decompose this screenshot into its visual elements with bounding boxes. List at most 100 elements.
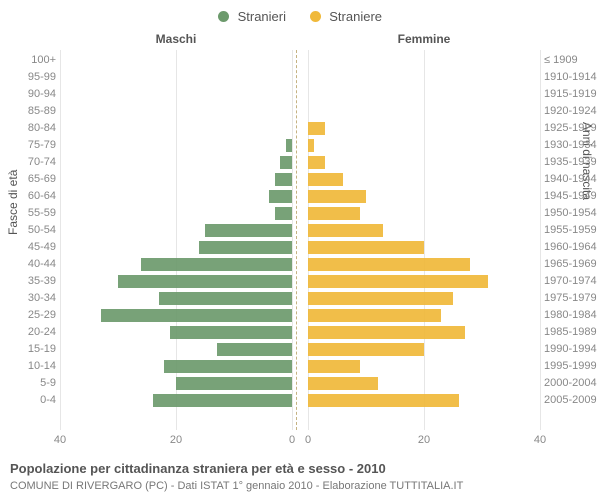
bar-male [269,190,292,203]
year-label: 1950-1954 [544,205,600,222]
bar-male [101,309,292,322]
chart-subtitle: COMUNE DI RIVERGARO (PC) - Dati ISTAT 1°… [10,480,463,492]
age-label: 100+ [12,52,56,69]
age-label: 20-24 [12,324,56,341]
legend-dot-female [310,11,321,22]
bar-female [308,139,314,152]
chart-container: Stranieri Straniere Maschi Femmine Fasce… [0,0,600,500]
year-label: 1935-1939 [544,154,600,171]
pyramid-row [60,256,540,273]
age-label: 15-19 [12,341,56,358]
age-label: 45-49 [12,239,56,256]
year-label: 1960-1964 [544,239,600,256]
gridline [540,50,541,430]
pyramid-row [60,137,540,154]
year-label: 1915-1919 [544,86,600,103]
bar-female [308,326,465,339]
bar-male [159,292,292,305]
column-header-male: Maschi [60,32,292,46]
bar-male [141,258,292,271]
x-tick-label: 40 [525,434,555,446]
chart-title: Popolazione per cittadinanza straniera p… [10,461,386,476]
pyramid-row [60,69,540,86]
bar-female [308,343,424,356]
year-label: 1990-1994 [544,341,600,358]
bar-female [308,224,383,237]
bar-male [153,394,292,407]
pyramid-row [60,341,540,358]
bar-male [275,173,292,186]
bar-male [170,326,292,339]
age-label: 70-74 [12,154,56,171]
pyramid-row [60,205,540,222]
age-label: 35-39 [12,273,56,290]
plot-area: 100+≤ 190995-991910-191490-941915-191985… [60,50,540,430]
age-label: 80-84 [12,120,56,137]
bar-female [308,122,325,135]
pyramid-row [60,358,540,375]
bar-female [308,275,488,288]
bar-female [308,360,360,373]
bar-female [308,258,470,271]
x-tick-label: 40 [45,434,75,446]
year-label: 1980-1984 [544,307,600,324]
bar-male [217,343,292,356]
year-label: 1965-1969 [544,256,600,273]
bar-female [308,156,325,169]
age-label: 40-44 [12,256,56,273]
age-label: 60-64 [12,188,56,205]
x-tick-label: 0 [293,434,323,446]
year-label: 1955-1959 [544,222,600,239]
pyramid-row [60,239,540,256]
year-label: 1920-1924 [544,103,600,120]
bar-male [280,156,292,169]
year-label: 1985-1989 [544,324,600,341]
legend-dot-male [218,11,229,22]
legend: Stranieri Straniere [0,8,600,24]
x-tick-label: 20 [161,434,191,446]
pyramid-row [60,273,540,290]
year-label: 2005-2009 [544,392,600,409]
age-label: 75-79 [12,137,56,154]
age-label: 30-34 [12,290,56,307]
bar-male [118,275,292,288]
bar-female [308,190,366,203]
bar-female [308,377,378,390]
year-label: 1910-1914 [544,69,600,86]
year-label: 2000-2004 [544,375,600,392]
age-label: 10-14 [12,358,56,375]
pyramid-row [60,324,540,341]
bar-female [308,394,459,407]
year-label: ≤ 1909 [544,52,600,69]
age-label: 25-29 [12,307,56,324]
bar-male [176,377,292,390]
legend-label-female: Straniere [329,9,382,24]
pyramid-row [60,103,540,120]
pyramid-row [60,290,540,307]
year-label: 1970-1974 [544,273,600,290]
year-label: 1995-1999 [544,358,600,375]
bar-female [308,241,424,254]
pyramid-row [60,120,540,137]
pyramid-row [60,86,540,103]
year-label: 1975-1979 [544,290,600,307]
pyramid-row [60,154,540,171]
bar-female [308,173,343,186]
bar-male [205,224,292,237]
bar-male [286,139,292,152]
age-label: 55-59 [12,205,56,222]
x-tick-label: 20 [409,434,439,446]
pyramid-row [60,375,540,392]
pyramid-row [60,307,540,324]
pyramid-row [60,171,540,188]
legend-item-male: Stranieri [218,8,286,24]
bar-female [308,207,360,220]
bar-male [164,360,292,373]
pyramid-row [60,392,540,409]
year-label: 1940-1944 [544,171,600,188]
legend-item-female: Straniere [310,8,382,24]
column-header-female: Femmine [308,32,540,46]
bar-male [199,241,292,254]
year-label: 1930-1934 [544,137,600,154]
age-label: 65-69 [12,171,56,188]
